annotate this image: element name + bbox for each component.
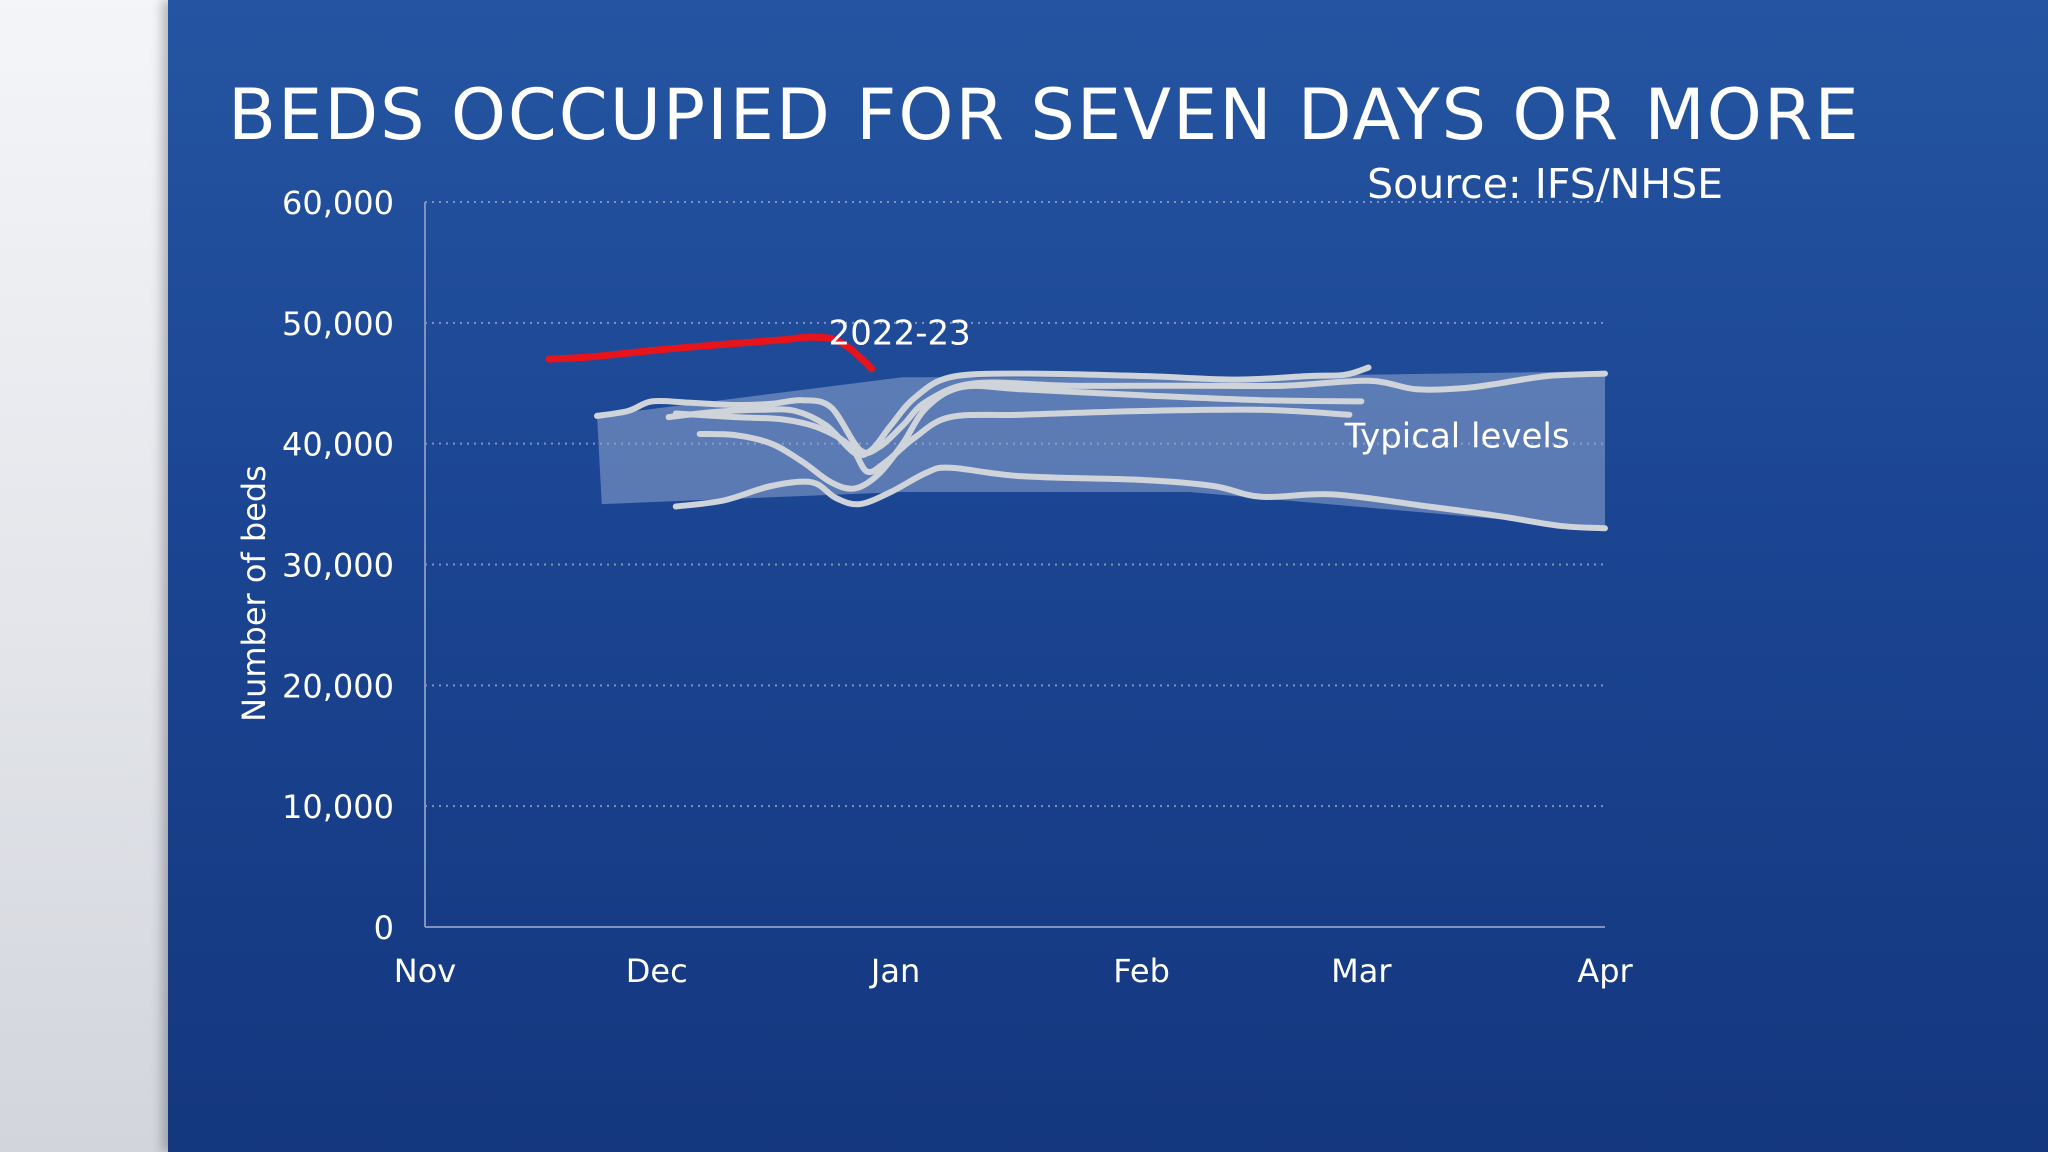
y-tick-label: 40,000 [282, 426, 394, 464]
series-line-typical [594, 370, 1608, 456]
series-line-typical [672, 464, 1608, 532]
chart-source: Source: IFS/NHSE [1367, 160, 1723, 208]
series-line-2022-23 [545, 333, 876, 373]
x-tick-label: Apr [1577, 952, 1633, 990]
x-tick-label: Feb [1113, 952, 1170, 990]
series-line-typical [665, 364, 1372, 459]
x-tick-label: Mar [1331, 952, 1392, 990]
x-tick-labels: Nov Dec Jan Feb Mar Apr [394, 952, 1634, 990]
chart-panel [168, 0, 2048, 1152]
x-tick-label: Jan [869, 952, 920, 990]
y-tick-label: 10,000 [282, 788, 394, 826]
left-margin-strip [0, 0, 168, 1152]
annotations: 2022-23 Typical levels [829, 314, 1570, 457]
annotation-label: 2022-23 [829, 314, 971, 354]
y-tick-label: 30,000 [282, 547, 394, 585]
y-tick-label: 50,000 [282, 305, 394, 343]
series-line-typical [672, 406, 1353, 476]
y-tick-label: 0 [374, 909, 394, 947]
y-axis-label: Number of beds [235, 465, 273, 722]
x-tick-label: Dec [626, 952, 688, 990]
y-tick-label: 60,000 [282, 184, 394, 222]
series-lines [545, 333, 1608, 532]
axes [424, 202, 1605, 928]
chart-title: BEDS OCCUPIED FOR SEVEN DAYS OR MORE [228, 74, 1861, 156]
annotation-label: Typical levels [1344, 416, 1570, 456]
y-tick-label: 20,000 [282, 667, 394, 705]
y-tick-labels: 0 10,000 20,000 30,000 40,000 50,000 60,000 [282, 184, 394, 947]
x-tick-label: Nov [394, 952, 456, 990]
